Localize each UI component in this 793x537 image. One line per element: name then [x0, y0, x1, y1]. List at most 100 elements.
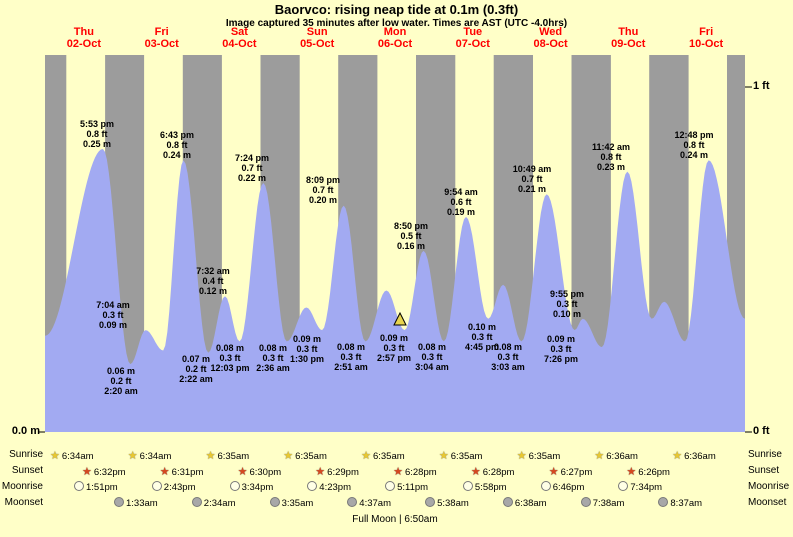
sunset-star-icon: ★ — [82, 466, 92, 478]
sunset-entry: ★ 6:28pm — [471, 465, 515, 478]
day-date: 02-Oct — [66, 38, 102, 50]
annotation-line: 0.4 ft — [202, 276, 224, 286]
annotation-line: 0.3 ft — [421, 352, 443, 362]
sunset-time: 6:28pm — [482, 467, 515, 478]
moonrise-time: 3:34pm — [241, 482, 274, 493]
moonset-circle-icon — [425, 497, 436, 507]
moonrise-entry: 7:34pm — [618, 481, 662, 493]
annotation-line: 0.7 ft — [521, 174, 543, 184]
annotation-line: 0.7 ft — [312, 185, 334, 195]
day-name: Fri — [154, 26, 169, 38]
moonrise-time: 5:11pm — [397, 482, 429, 493]
moonset-circle-icon — [347, 497, 358, 507]
page-title: Baorvco: rising neap tide at 0.1m (0.3ft… — [274, 2, 519, 17]
annotation-line: 0.8 ft — [683, 140, 705, 150]
annotation-line: 2:57 pm — [376, 353, 412, 363]
sunset-time: 6:26pm — [638, 467, 670, 478]
sunset-entry: ★ 6:29pm — [315, 465, 359, 478]
sunrise-time: 6:34am — [61, 451, 94, 462]
tide-low-annotation: 0.08 m 0.3 ft 12:03 pm — [210, 343, 249, 373]
annotation-line: 0.25 m — [82, 139, 112, 149]
annotation-line: 0.3 ft — [296, 344, 318, 354]
annotation-line: 9:54 am — [444, 187, 478, 197]
moonset-time: 3:35am — [281, 498, 314, 509]
annotation-line: 0.09 m — [292, 334, 322, 344]
sunset-star-icon: ★ — [626, 466, 637, 478]
moonset-circle-icon — [658, 497, 669, 507]
moonset-entry: 2:34am — [191, 497, 236, 509]
annotation-line: 3:03 am — [491, 362, 525, 372]
moonrise-entry: 4:23pm — [307, 481, 351, 493]
sunrise-star-icon: ★ — [50, 450, 60, 462]
moonrise-entry: 6:46pm — [540, 481, 584, 493]
sunrise-entry: ★ 6:35am — [283, 449, 327, 462]
current-tide-marker-icon — [393, 311, 407, 326]
sunset-star-icon: ★ — [393, 466, 403, 478]
annotation-line: 0.5 ft — [400, 231, 422, 241]
annotation-line: 5:53 pm — [79, 119, 115, 129]
day-name: Thu — [618, 26, 639, 38]
annotation-line: 2:51 am — [334, 362, 368, 372]
day-label: Wed 08-Oct — [533, 26, 567, 50]
moonrise-time: 7:34pm — [630, 482, 663, 493]
day-label: Fri 03-Oct — [145, 26, 179, 50]
day-date: 07-Oct — [455, 38, 490, 50]
tide-high-annotation: 7:24 pm 0.7 ft 0.22 m — [235, 153, 269, 183]
annotation-line: 0.3 ft — [219, 353, 241, 363]
y-axis-left-label: 0.0 m — [11, 425, 40, 437]
annotation-line: 0.8 ft — [86, 129, 108, 139]
day-label: Thu 09-Oct — [611, 26, 645, 50]
page-subtitle: Image captured 35 minutes after low wate… — [225, 18, 568, 29]
sunset-entry: ★ 6:26pm — [626, 465, 670, 478]
moonrise-entry: 5:11pm — [385, 481, 428, 493]
annotation-line: 6:43 pm — [159, 130, 195, 140]
annotation-line: 0.2 ft — [110, 376, 132, 386]
annotation-line: 0.3 ft — [550, 344, 572, 354]
moonset-row-label: Moonset — [748, 497, 787, 508]
tide-high-annotation: 10:49 am 0.7 ft 0.21 m — [513, 164, 552, 194]
tide-low-annotation: 0.08 m 0.3 ft 3:03 am — [491, 342, 525, 372]
tide-low-annotation: 0.06 m 0.2 ft 2:20 am — [104, 366, 138, 396]
tide-low-annotation: 0.07 m 0.2 ft 2:22 am — [179, 354, 213, 384]
sunrise-time: 6:34am — [139, 451, 172, 462]
tide-low-annotation: 0.10 m 0.3 ft 4:45 pm — [465, 322, 499, 352]
sunrise-time: 6:35am — [528, 451, 561, 462]
moonrise-entry: 5:58pm — [462, 481, 507, 493]
moonset-time: 2:34am — [203, 498, 236, 509]
sunrise-entry: ★ 6:34am — [128, 449, 172, 462]
annotation-line: 2:22 am — [179, 374, 213, 384]
annotation-line: 0.7 ft — [241, 163, 263, 173]
day-label: Tue 07-Oct — [456, 26, 490, 50]
day-name: Wed — [539, 26, 563, 38]
moonset-time: 6:38am — [514, 498, 547, 509]
annotation-line: 1:30 pm — [289, 354, 325, 364]
tide-high-annotation: 8:50 pm 0.5 ft 0.16 m — [394, 221, 428, 251]
annotation-line: 0.08 m — [493, 342, 523, 352]
moonset-row-label: Moonset — [4, 497, 43, 508]
annotation-line: 0.3 ft — [340, 352, 362, 362]
tide-high-annotation: 6:43 pm 0.8 ft 0.24 m — [160, 130, 194, 160]
moonset-circle-icon — [580, 497, 591, 507]
tide-low-annotation: 0.09 m 0.3 ft 1:30 pm — [290, 334, 324, 364]
sunset-time: 6:27pm — [560, 467, 593, 478]
annotation-line: 0.3 ft — [383, 343, 405, 353]
day-label: Sun 05-Oct — [300, 26, 334, 50]
moonset-entry: 5:38am — [425, 497, 469, 509]
tide-high-annotation: 8:09 pm 0.7 ft 0.20 m — [306, 175, 340, 205]
annotation-line: 0.8 ft — [600, 152, 622, 162]
moonset-time: 8:37am — [670, 498, 703, 509]
annotation-line: 0.23 m — [596, 162, 626, 172]
annotation-line: 0.3 ft — [471, 332, 493, 342]
day-date: 05-Oct — [300, 38, 335, 50]
moonrise-entry: 3:34pm — [229, 481, 274, 493]
day-date: 04-Oct — [222, 38, 257, 50]
moonset-entry: 1:33am — [114, 497, 158, 509]
day-name: Thu — [73, 26, 94, 38]
annotation-line: 7:24 pm — [234, 153, 270, 163]
annotation-line: 0.21 m — [517, 184, 547, 194]
annotation-line: 0.6 ft — [450, 197, 472, 207]
day-date: 09-Oct — [611, 38, 646, 50]
annotation-line: 0.10 m — [467, 322, 497, 332]
annotation-line: 0.08 m — [336, 342, 366, 352]
sunset-star-icon: ★ — [237, 466, 248, 478]
